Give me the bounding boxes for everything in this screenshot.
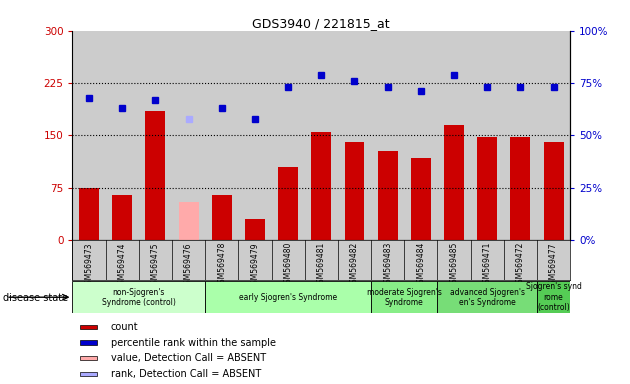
Bar bbox=[212, 195, 232, 240]
Text: GSM569478: GSM569478 bbox=[217, 242, 226, 288]
Text: GSM569481: GSM569481 bbox=[317, 242, 326, 288]
Text: disease state: disease state bbox=[3, 293, 68, 303]
Bar bbox=[245, 219, 265, 240]
Text: GSM569484: GSM569484 bbox=[416, 242, 425, 288]
Bar bbox=[510, 137, 530, 240]
Bar bbox=[80, 341, 97, 344]
Text: GSM569471: GSM569471 bbox=[483, 242, 491, 288]
Title: GDS3940 / 221815_at: GDS3940 / 221815_at bbox=[253, 17, 390, 30]
Text: moderate Sjogren's
Syndrome: moderate Sjogren's Syndrome bbox=[367, 288, 442, 307]
Text: GSM569473: GSM569473 bbox=[84, 242, 93, 288]
Bar bbox=[378, 151, 398, 240]
Bar bbox=[311, 132, 331, 240]
Bar bbox=[146, 111, 165, 240]
Text: advanced Sjogren's
en's Syndrome: advanced Sjogren's en's Syndrome bbox=[450, 288, 525, 307]
Bar bbox=[371, 281, 437, 313]
Text: value, Detection Call = ABSENT: value, Detection Call = ABSENT bbox=[111, 353, 266, 363]
Text: GSM569475: GSM569475 bbox=[151, 242, 160, 288]
Text: GSM569485: GSM569485 bbox=[450, 242, 459, 288]
Text: GSM569476: GSM569476 bbox=[184, 242, 193, 288]
Text: GSM569483: GSM569483 bbox=[383, 242, 392, 288]
Bar bbox=[80, 325, 97, 329]
Bar bbox=[112, 195, 132, 240]
Text: GSM569480: GSM569480 bbox=[284, 242, 292, 288]
Text: non-Sjogren's
Syndrome (control): non-Sjogren's Syndrome (control) bbox=[102, 288, 176, 307]
Bar bbox=[544, 142, 563, 240]
Bar bbox=[537, 281, 570, 313]
Bar bbox=[411, 158, 431, 240]
Bar bbox=[205, 281, 371, 313]
Bar bbox=[179, 202, 198, 240]
Text: GSM569474: GSM569474 bbox=[118, 242, 127, 288]
Text: Sjogren's synd
rome
(control): Sjogren's synd rome (control) bbox=[525, 282, 581, 312]
Bar bbox=[80, 356, 97, 360]
Text: GSM569472: GSM569472 bbox=[516, 242, 525, 288]
Text: percentile rank within the sample: percentile rank within the sample bbox=[111, 338, 276, 348]
Bar bbox=[444, 125, 464, 240]
Bar bbox=[79, 188, 99, 240]
Text: GSM569482: GSM569482 bbox=[350, 242, 359, 288]
Bar bbox=[80, 372, 97, 376]
Text: GSM569477: GSM569477 bbox=[549, 242, 558, 288]
Bar bbox=[437, 281, 537, 313]
Bar bbox=[72, 281, 205, 313]
Text: rank, Detection Call = ABSENT: rank, Detection Call = ABSENT bbox=[111, 369, 261, 379]
Bar bbox=[478, 137, 497, 240]
Bar bbox=[278, 167, 298, 240]
Text: early Sjogren's Syndrome: early Sjogren's Syndrome bbox=[239, 293, 337, 302]
Text: GSM569479: GSM569479 bbox=[251, 242, 260, 288]
Bar bbox=[345, 142, 364, 240]
Text: count: count bbox=[111, 322, 139, 332]
